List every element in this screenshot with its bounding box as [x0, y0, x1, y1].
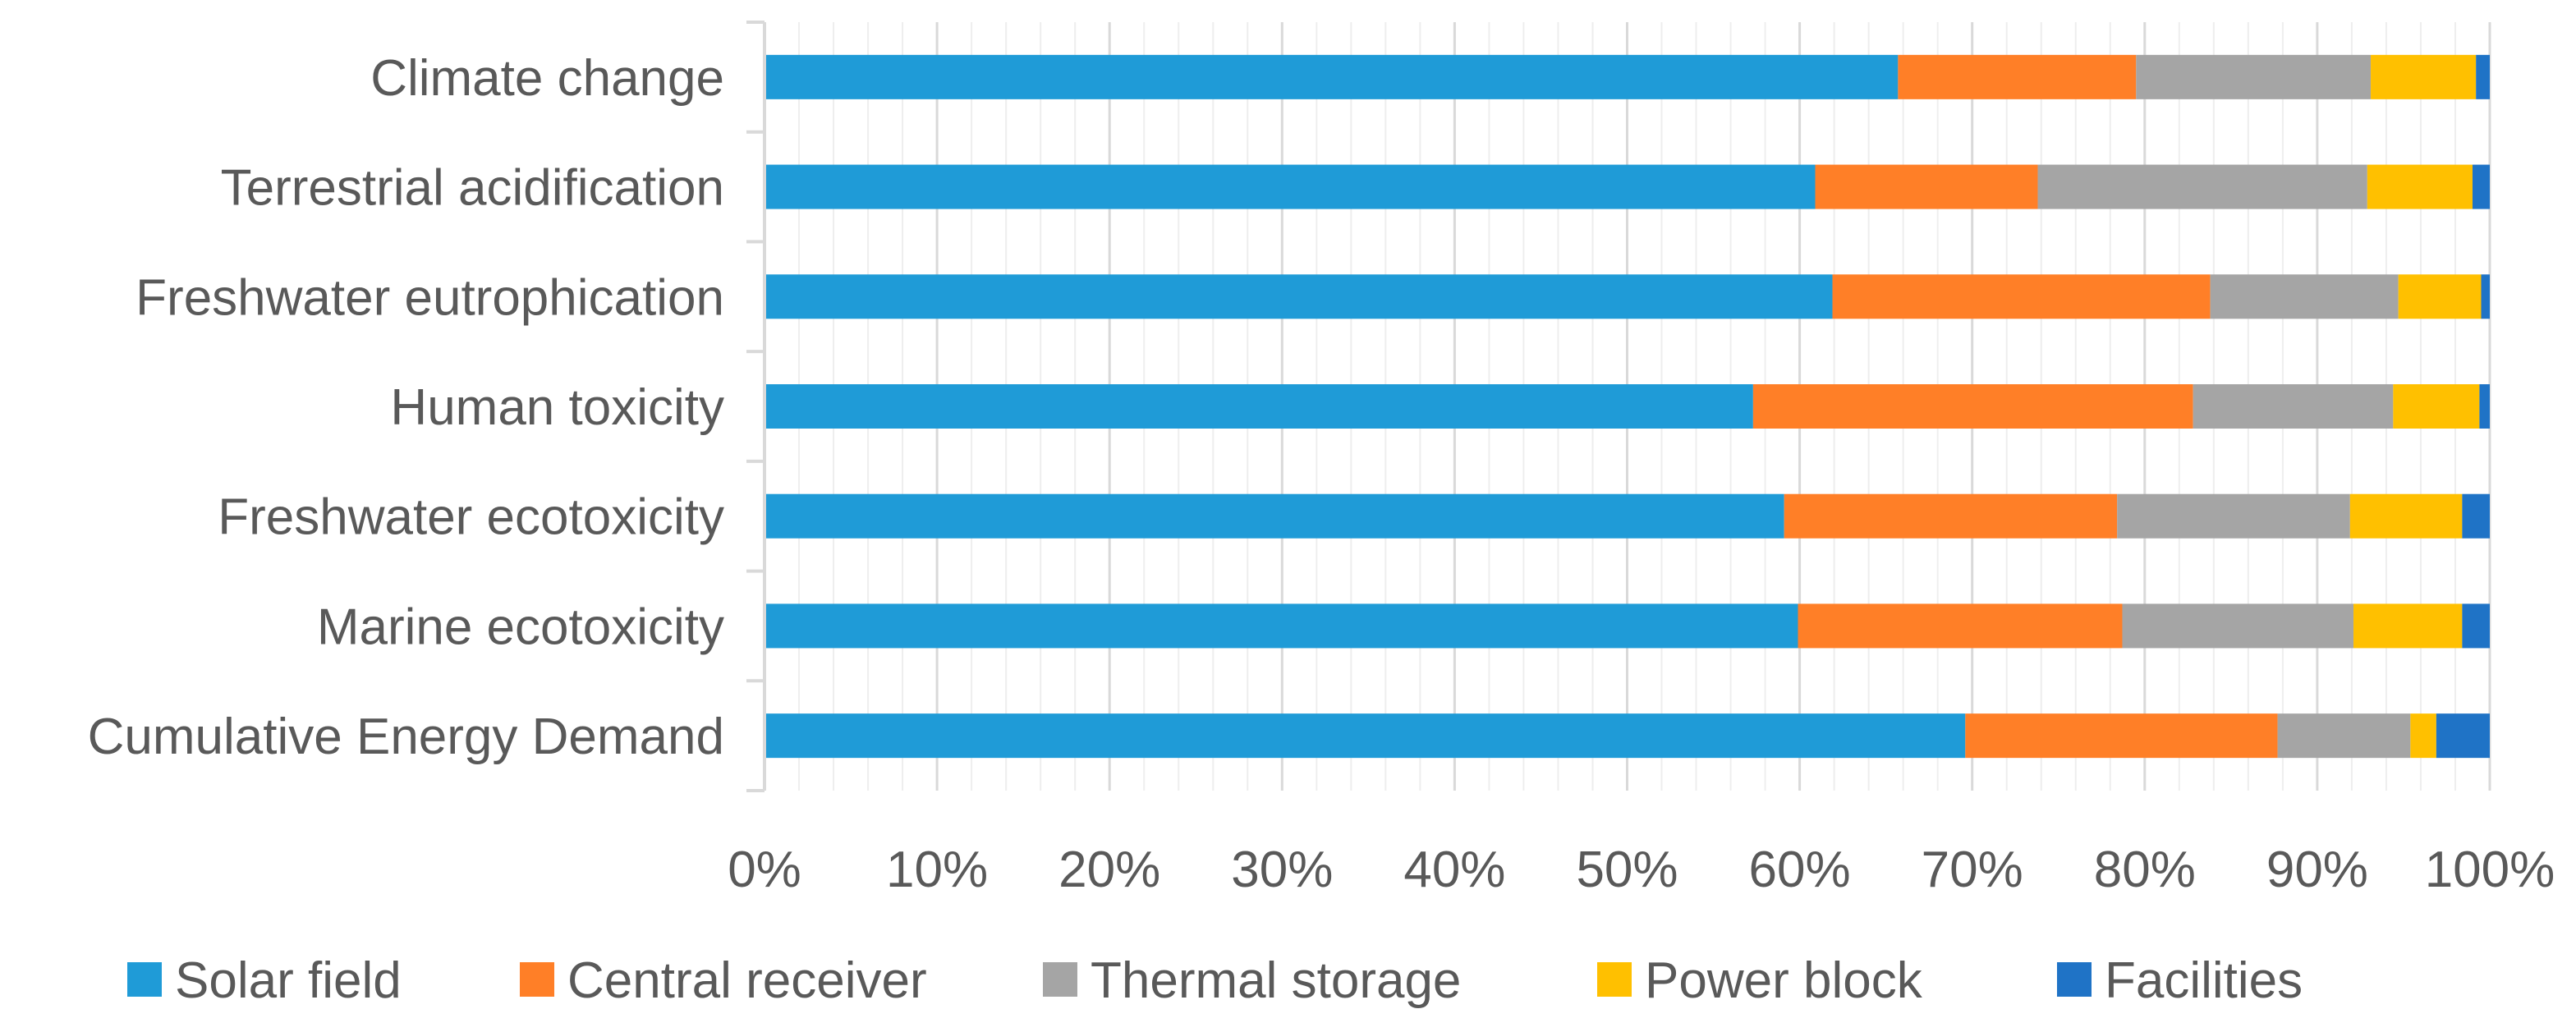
bar-segment: [2117, 493, 2350, 539]
category-label: Human toxicity: [390, 379, 724, 436]
bar-segment: [2122, 603, 2354, 649]
legend-item: Solar field: [127, 952, 402, 1009]
bar-segment: [2367, 164, 2473, 209]
x-tick-label: 100%: [2425, 842, 2555, 898]
x-tick-label: 70%: [1922, 842, 2023, 898]
bars: [765, 54, 2490, 759]
bar-segment: [765, 164, 1816, 209]
x-tick-label: 40%: [1403, 842, 1505, 898]
bar-segment: [2479, 384, 2490, 429]
bar-segment: [1898, 54, 2137, 99]
legend-item: Power block: [1597, 952, 1923, 1009]
legend-swatch: [1043, 962, 1077, 997]
x-tick-label: 90%: [2266, 842, 2368, 898]
bar-segment: [2472, 164, 2490, 209]
bar-segment: [765, 274, 1833, 319]
bar-segment: [2210, 274, 2399, 319]
bar-segment: [1815, 164, 2038, 209]
legend-label: Thermal storage: [1091, 952, 1461, 1009]
bar-segment: [765, 493, 1784, 539]
bar-segment: [1752, 384, 2193, 429]
bar-segment: [2393, 384, 2480, 429]
legend-swatch: [1597, 962, 1632, 997]
bar-segment: [2193, 384, 2394, 429]
x-tick-label: 50%: [1576, 842, 1678, 898]
bar-segment: [2353, 603, 2463, 649]
category-label: Freshwater eutrophication: [135, 269, 724, 326]
bar-segment: [765, 603, 1798, 649]
bar-segment: [2476, 54, 2490, 99]
x-tick-label: 60%: [1749, 842, 1851, 898]
legend-label: Central receiver: [567, 952, 927, 1009]
bar-segment: [2398, 274, 2482, 319]
bar-segment: [765, 384, 1753, 429]
legend-item: Thermal storage: [1043, 952, 1461, 1009]
bar-segment: [2136, 54, 2372, 99]
category-label: Marine ecotoxicity: [317, 599, 724, 655]
bar-segment: [2410, 713, 2436, 759]
legend-item: Facilities: [2057, 952, 2303, 1009]
bar-segment: [1832, 274, 2211, 319]
x-tick-label: 10%: [886, 842, 988, 898]
legend-label: Power block: [1645, 952, 1923, 1009]
category-label: Cumulative Energy Demand: [88, 709, 724, 765]
legend-swatch: [127, 962, 162, 997]
category-label: Freshwater ecotoxicity: [218, 489, 724, 546]
bar-segment: [2371, 54, 2477, 99]
bar-segment: [2037, 164, 2367, 209]
x-tick-label: 20%: [1058, 842, 1160, 898]
bar-segment: [2481, 274, 2490, 319]
bar-segment: [1798, 603, 2123, 649]
bar-segment: [2462, 603, 2490, 649]
x-tick-label: 30%: [1231, 842, 1333, 898]
bar-segment: [2436, 713, 2490, 759]
bar-segment: [2462, 493, 2490, 539]
category-label: Terrestrial acidification: [221, 160, 724, 217]
bar-segment: [1965, 713, 2278, 759]
legend-label: Facilities: [2105, 952, 2303, 1009]
legend-item: Central receiver: [520, 952, 927, 1009]
bar-segment: [2277, 713, 2411, 759]
bar-segment: [2349, 493, 2463, 539]
axes: 0% 10% 20% 30% 40% 50% 60% 70% 80% 90% 100% Climate…: [88, 21, 2555, 898]
legend-label: Solar field: [175, 952, 402, 1009]
legend-swatch: [2057, 962, 2092, 997]
x-tick-label: 0%: [728, 842, 801, 898]
bar-segment: [1784, 493, 2118, 539]
bar-segment: [765, 713, 1966, 759]
bar-segment: [765, 54, 1899, 99]
category-label: Climate change: [370, 50, 724, 107]
legend: Solar field Central receiver Thermal stora…: [127, 952, 2303, 1009]
legend-swatch: [520, 962, 554, 997]
x-tick-label: 80%: [2094, 842, 2196, 898]
